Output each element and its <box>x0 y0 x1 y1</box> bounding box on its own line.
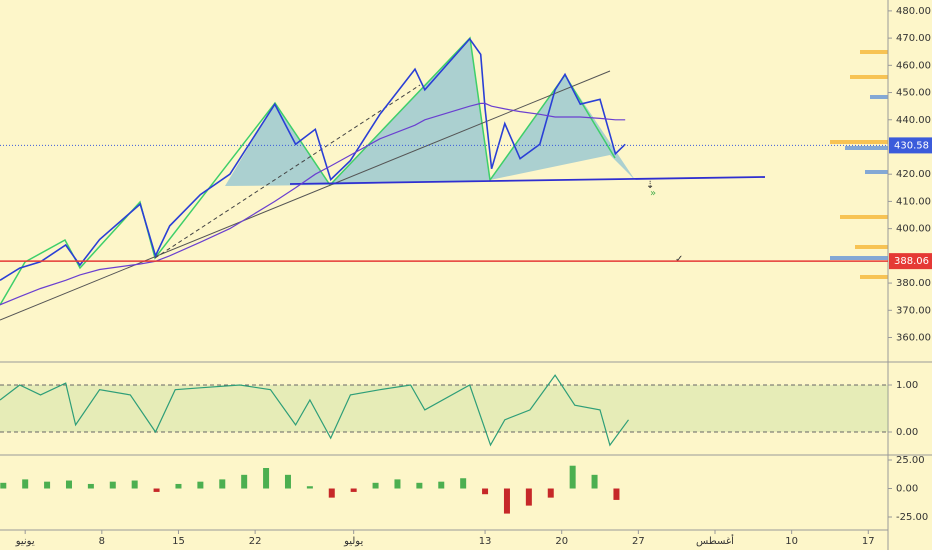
profile-bar <box>840 215 888 219</box>
series-line <box>0 374 629 447</box>
histogram-bar <box>460 478 467 489</box>
histogram-bar <box>372 482 379 489</box>
y-tick-label: 470.00 <box>896 33 931 44</box>
profile-bar <box>855 245 888 249</box>
y-tick-label: 380.00 <box>896 278 931 289</box>
x-tick-label: 13 <box>479 536 492 547</box>
x-tick-label: يونيو <box>15 536 35 547</box>
histogram-bar <box>525 488 532 506</box>
pattern-shape <box>225 103 330 186</box>
profile-bar <box>850 75 888 79</box>
histogram-bar <box>503 488 510 514</box>
y-tick-label: 370.00 <box>896 305 931 316</box>
marker: » <box>650 188 656 199</box>
marker: ✓ <box>675 254 683 265</box>
histogram-bar <box>241 474 248 489</box>
pattern-shape <box>330 38 490 185</box>
y-tick-label: 460.00 <box>896 60 931 71</box>
histogram-bar <box>482 488 489 495</box>
x-tick-label: يوليو <box>343 536 363 547</box>
histogram-bar <box>306 486 313 489</box>
marker: ⇣ <box>646 180 654 191</box>
y-tick-label: 1.00 <box>896 380 918 391</box>
histogram-bar <box>569 465 576 489</box>
histogram-bar <box>328 488 335 498</box>
price-label: 430.58 <box>894 140 929 151</box>
y-tick-label: -25.00 <box>896 512 928 523</box>
price-label: 388.06 <box>894 256 929 267</box>
x-tick-label: أغسطس <box>696 534 734 547</box>
x-tick-label: 10 <box>785 536 798 547</box>
x-tick-label: 20 <box>555 536 568 547</box>
histogram-bar <box>613 488 620 500</box>
histogram-bar <box>65 480 72 489</box>
histogram-bar <box>44 481 51 489</box>
profile-bar <box>845 146 888 150</box>
histogram-bar <box>109 481 116 489</box>
x-tick-label: 15 <box>172 536 185 547</box>
y-tick-label: 360.00 <box>896 333 931 344</box>
y-tick-label: 25.00 <box>896 455 925 466</box>
histogram-bar <box>284 474 291 489</box>
x-tick-label: 27 <box>632 536 645 547</box>
x-tick-label: 8 <box>99 536 105 547</box>
y-tick-label: 0.00 <box>896 427 918 438</box>
y-tick-label: 480.00 <box>896 6 931 17</box>
y-tick-label: 420.00 <box>896 169 931 180</box>
histogram-bar <box>153 488 160 492</box>
series-line <box>0 102 626 306</box>
histogram-bar <box>0 482 7 489</box>
series-line <box>0 37 626 281</box>
histogram-bar <box>591 474 598 489</box>
oscillator-band <box>0 385 888 432</box>
y-tick-label: 410.00 <box>896 196 931 207</box>
pattern-line <box>0 36 616 306</box>
profile-bar <box>830 140 888 144</box>
x-tick-label: 17 <box>862 536 875 547</box>
profile-bar <box>865 170 888 174</box>
price-label-box <box>889 137 932 154</box>
y-tick-label: 400.00 <box>896 224 931 235</box>
histogram-bar <box>394 479 401 489</box>
trend-line <box>154 84 421 259</box>
profile-bar <box>830 256 888 260</box>
histogram-bar <box>197 481 204 489</box>
histogram-bar <box>175 483 182 489</box>
histogram-bar <box>547 488 554 498</box>
histogram-bar <box>350 488 357 492</box>
histogram-bar <box>416 482 423 489</box>
trend-line <box>0 70 611 321</box>
pattern-drawings: ⇣ » ✓ <box>0 36 766 321</box>
price-label-box <box>889 253 932 270</box>
neckline <box>289 176 766 185</box>
x-tick-label: 22 <box>249 536 262 547</box>
y-tick-label: 0.00 <box>896 484 918 495</box>
y-tick-label: 450.00 <box>896 88 931 99</box>
y-tick-label: 440.00 <box>896 115 931 126</box>
histogram-bar <box>438 481 445 489</box>
profile-bar <box>860 275 888 279</box>
histogram-bar <box>131 480 138 489</box>
histogram-bar <box>219 479 226 489</box>
profile-bar <box>860 50 888 54</box>
profile-bar <box>870 95 888 99</box>
histogram-bar <box>22 479 29 489</box>
histogram-bar <box>87 483 94 489</box>
volume-profile <box>830 50 888 279</box>
histogram-bar <box>263 467 270 489</box>
